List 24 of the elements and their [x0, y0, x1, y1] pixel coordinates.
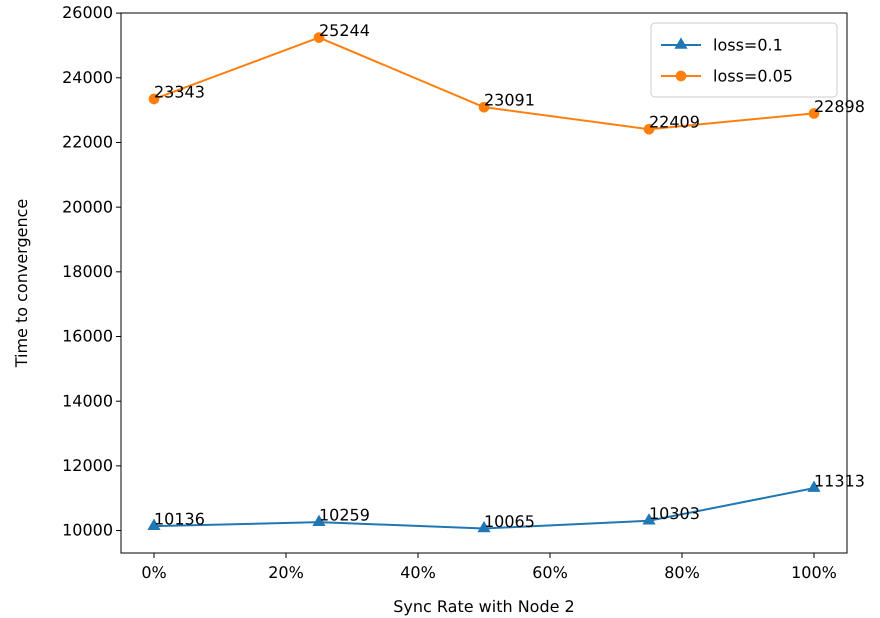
y-tick-label: 18000	[62, 262, 113, 281]
data-label: 23091	[484, 90, 535, 110]
x-tick-label: 40%	[400, 562, 436, 582]
x-tick-label: 20%	[268, 562, 304, 582]
y-tick-label: 12000	[62, 456, 113, 475]
legend-label: loss=0.1	[713, 36, 783, 55]
data-label: 25244	[319, 20, 370, 40]
data-label: 10065	[484, 512, 535, 531]
x-tick-label: 60%	[532, 562, 568, 582]
y-tick-label: 14000	[62, 391, 113, 410]
y-tick-label: 20000	[62, 197, 113, 216]
y-tick-label: 26000	[62, 3, 113, 22]
y-tick-label: 24000	[62, 68, 113, 87]
data-label: 10259	[319, 506, 370, 525]
y-tick-label: 22000	[62, 132, 113, 152]
x-tick-label: 0%	[141, 562, 167, 582]
x-tick-label: 100%	[791, 562, 837, 582]
data-label: 10136	[154, 510, 205, 529]
x-axis-title: Sync Rate with Node 2	[393, 597, 575, 616]
y-tick-label: 10000	[62, 520, 113, 540]
legend-label: loss=0.05	[713, 66, 793, 86]
x-tick-label: 80%	[664, 562, 700, 582]
y-axis-title: Time to convergence	[12, 198, 31, 368]
y-tick-label: 16000	[62, 326, 113, 346]
